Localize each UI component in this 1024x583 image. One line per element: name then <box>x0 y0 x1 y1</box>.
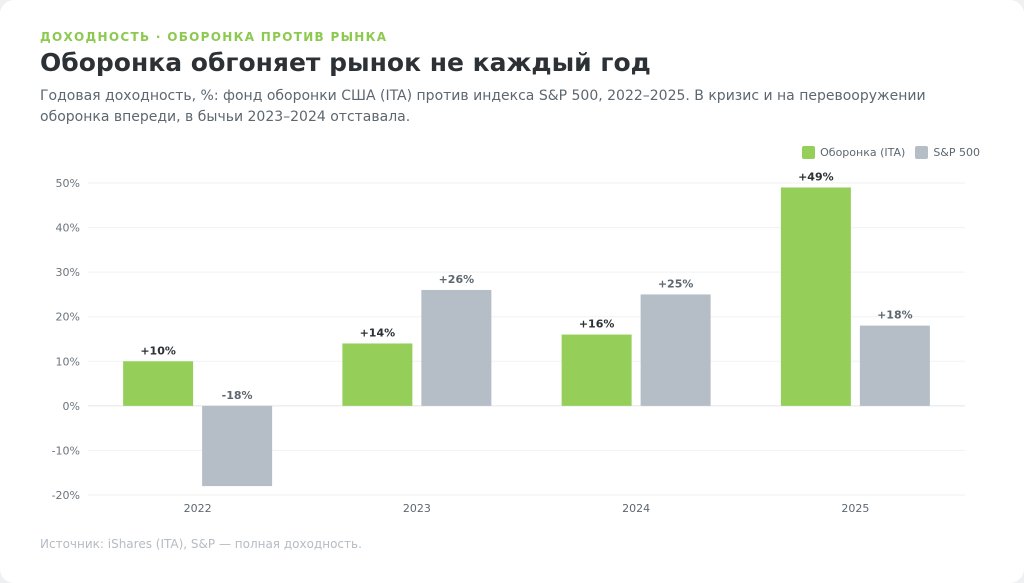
legend-label-sp500: S&P 500 <box>933 146 980 159</box>
bar-ita <box>780 187 851 406</box>
data-label: +14% <box>360 326 396 339</box>
data-label: +10% <box>140 344 176 357</box>
source-note: Источник: iShares (ITA), S&P — полная до… <box>40 537 362 551</box>
data-label: +25% <box>658 277 694 290</box>
legend-item-ita: Оборонка (ITA) <box>802 146 905 159</box>
bar-ita <box>561 334 632 406</box>
chart-subtitle: Годовая доходность, %: фонд оборонки США… <box>40 88 926 125</box>
legend-swatch-ita <box>802 146 816 159</box>
data-label: +18% <box>877 309 913 322</box>
x-tick-label: 2024 <box>622 502 650 515</box>
legend-label-ita: Оборонка (ITA) <box>820 146 906 159</box>
x-tick-label: 2022 <box>184 502 212 515</box>
bar-ita <box>123 361 194 406</box>
y-tick-label: 40% <box>56 222 80 235</box>
eyebrow-label: ДОХОДНОСТЬ · ОБОРОНКА ПРОТИВ РЫНКА <box>40 30 388 44</box>
chart-title: Оборонка обгоняет рынок не каждый год <box>40 48 651 77</box>
legend-item-sp500: S&P 500 <box>915 146 980 159</box>
bar-sp500 <box>640 294 711 406</box>
y-tick-label: 50% <box>56 177 80 190</box>
data-label: +26% <box>439 273 475 286</box>
legend-swatch-sp500 <box>915 146 929 159</box>
y-tick-label: 30% <box>56 266 80 279</box>
y-tick-label: 20% <box>56 311 80 324</box>
bar-sp500 <box>859 325 930 406</box>
data-label: +49% <box>798 170 834 183</box>
bar-sp500 <box>202 405 273 487</box>
data-label: +16% <box>579 318 615 331</box>
y-tick-label: -20% <box>52 489 80 502</box>
x-tick-label: 2023 <box>403 502 431 515</box>
y-tick-label: 10% <box>56 355 80 368</box>
x-tick-label: 2025 <box>841 502 869 515</box>
y-tick-label: -10% <box>52 444 80 457</box>
bar-ita <box>342 343 413 406</box>
bar-sp500 <box>421 289 492 406</box>
y-tick-label: 0% <box>63 400 80 413</box>
legend: Оборонка (ITA) S&P 500 <box>802 146 980 159</box>
data-label: -18% <box>222 389 253 402</box>
